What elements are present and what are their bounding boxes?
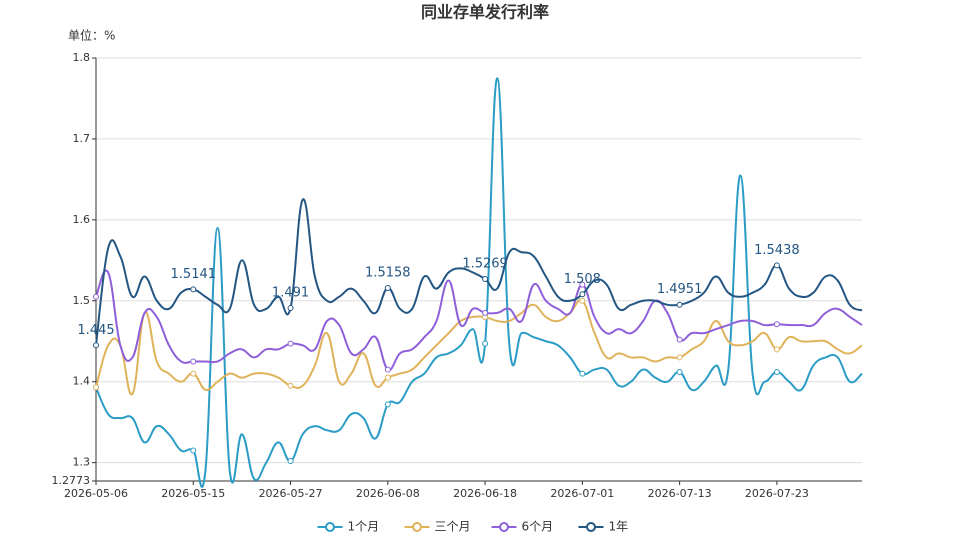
point-marker [773, 368, 780, 375]
point-marker [579, 281, 586, 288]
point-marker [190, 286, 197, 293]
legend-label: 三个月 [435, 520, 471, 534]
legend-icon [412, 522, 422, 532]
series-line [95, 198, 863, 346]
point-marker [676, 368, 683, 375]
point-marker [384, 401, 391, 408]
point-marker [93, 293, 99, 300]
x-tick-label: 2026-05-06 [64, 487, 128, 500]
x-tick-label: 2026-05-15 [161, 487, 225, 500]
legend-label: 1年 [609, 520, 629, 534]
point-marker [482, 276, 489, 283]
x-tick-label: 2026-06-08 [356, 487, 420, 500]
point-marker [287, 458, 294, 465]
data-label: 1.5141 [171, 267, 217, 282]
point-marker [579, 370, 586, 377]
y-tick-label: 1.6 [73, 213, 91, 226]
legend-label: 6个月 [522, 520, 554, 534]
legend-icon [499, 522, 509, 532]
point-marker [676, 354, 683, 361]
x-tick-label: 2026-07-01 [550, 487, 614, 500]
y-tick-label: 1.7 [73, 132, 91, 145]
point-marker [384, 366, 391, 373]
chart-title: 同业存单发行利率 [421, 3, 549, 22]
data-label: 1.508 [564, 272, 601, 287]
point-marker [93, 384, 99, 391]
point-marker [579, 291, 586, 298]
data-label: 1.5438 [754, 243, 800, 258]
point-marker [676, 301, 683, 308]
point-marker [190, 370, 197, 377]
point-marker [773, 321, 780, 328]
x-tick-label: 2026-07-13 [648, 487, 712, 500]
data-label: 1.4951 [657, 282, 703, 297]
point-marker [287, 340, 294, 347]
point-marker [482, 340, 489, 347]
y-tick-label: 1.8 [73, 51, 91, 64]
legend-icon [586, 522, 596, 532]
point-marker [287, 305, 294, 312]
x-tick-label: 2026-05-27 [259, 487, 323, 500]
point-marker [190, 447, 197, 454]
y-tick-label: 1.4 [73, 375, 91, 388]
x-tick-label: 2026-07-23 [745, 487, 809, 500]
y-tick-label: 1.5 [73, 294, 91, 307]
data-label: 1.445 [77, 323, 114, 338]
series-line [95, 269, 863, 371]
point-marker [579, 297, 586, 304]
legend-icon [325, 522, 335, 532]
point-marker [190, 358, 197, 365]
point-marker [384, 284, 391, 291]
y-axis-label: 单位：% [68, 28, 115, 43]
point-marker [773, 346, 780, 353]
data-label: 1.5269 [462, 257, 508, 272]
series-line [95, 298, 863, 396]
data-label: 1.491 [272, 286, 309, 301]
point-marker [287, 382, 294, 389]
point-marker [482, 309, 489, 316]
point-marker [93, 342, 99, 349]
x-tick-label: 2026-06-18 [453, 487, 517, 500]
data-label: 1.5158 [365, 265, 411, 280]
legend-label: 1个月 [348, 520, 380, 534]
point-marker [676, 336, 683, 343]
point-marker [384, 374, 391, 381]
legend-item: 6个月 [491, 520, 554, 534]
legend-item: 三个月 [404, 520, 471, 534]
y-tick-label: 1.3 [73, 456, 91, 469]
legend-item: 1年 [578, 520, 629, 534]
y-tick-label: 1.2773 [52, 474, 91, 487]
legend-item: 1个月 [317, 520, 380, 534]
point-marker [773, 262, 780, 269]
series-line [95, 77, 863, 488]
